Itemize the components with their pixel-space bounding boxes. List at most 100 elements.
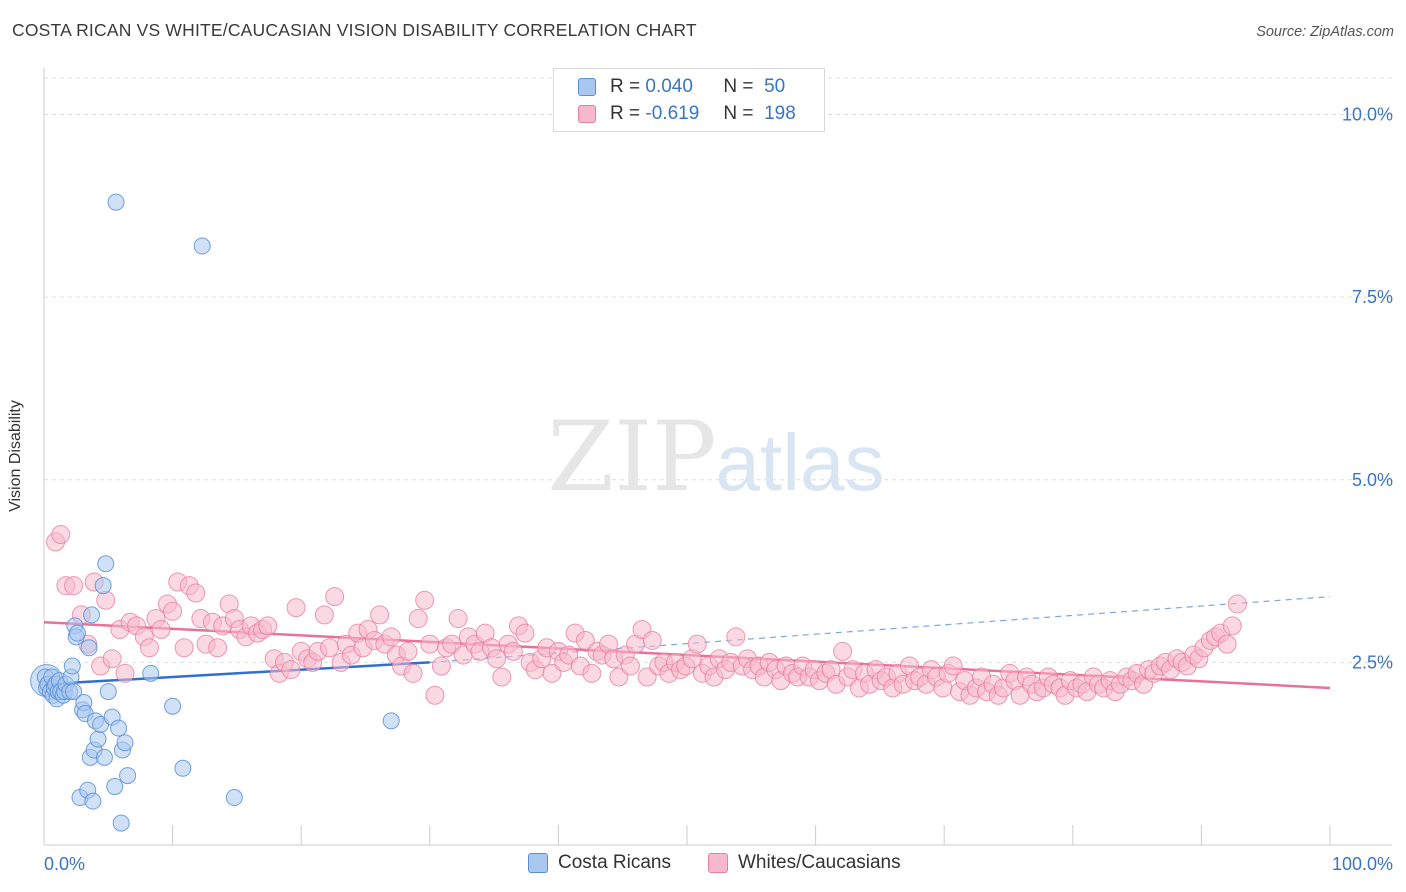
data-point-whites — [370, 605, 390, 625]
data-point-whites — [398, 641, 418, 661]
data-point-costa-ricans — [94, 577, 112, 595]
data-point-whites — [96, 590, 116, 610]
tick-labels: 2.5% 5.0% 7.5% 10.0% 0.0% 100.0% — [44, 105, 1393, 874]
data-point-whites — [575, 630, 595, 650]
data-point-whites — [425, 685, 445, 705]
data-point-whites — [620, 656, 640, 676]
data-point-costa-ricans — [164, 697, 182, 715]
data-point-costa-ricans — [97, 555, 115, 573]
legend-n-label: N = — [723, 76, 754, 97]
data-point-whites — [1217, 634, 1237, 654]
data-point-whites — [559, 645, 579, 665]
axes — [43, 68, 1392, 846]
watermark-atlas: atlas — [716, 418, 885, 507]
data-point-whites — [1222, 616, 1242, 636]
data-point-costa-ricans — [65, 683, 83, 701]
data-point-whites — [637, 667, 657, 687]
data-point-whites — [415, 590, 435, 610]
legend-swatch-pink — [708, 853, 728, 873]
series-costa-ricans — [30, 193, 400, 832]
data-point-whites — [102, 649, 122, 669]
data-point-whites — [51, 525, 71, 545]
y-tick-label: 7.5% — [1352, 287, 1393, 307]
data-point-costa-ricans — [174, 759, 192, 777]
data-point-whites — [381, 627, 401, 647]
legend-item-costa-ricans: Costa Ricans — [528, 852, 671, 874]
legend-r-label: R = — [610, 76, 641, 97]
data-point-costa-ricans — [106, 778, 124, 796]
data-point-whites — [319, 638, 339, 658]
data-point-whites — [503, 641, 523, 661]
data-point-whites — [492, 667, 512, 687]
legend-row-whites: R = -0.619 N = 198 — [578, 102, 796, 126]
data-point-costa-ricans — [89, 730, 107, 748]
data-point-costa-ricans — [193, 237, 211, 255]
stats-legend: R = 0.040 N = 50 R = -0.619 N = 198 — [553, 68, 825, 132]
series-legend: Costa Ricans Whites/Caucasians — [0, 852, 1406, 878]
data-point-whites — [281, 660, 301, 680]
x-tick-label: 0.0% — [44, 854, 85, 874]
legend-swatch-blue — [528, 853, 548, 873]
y-tick-label: 10.0% — [1342, 105, 1393, 125]
watermark-zip: ZIP — [547, 401, 716, 513]
data-point-whites — [487, 649, 507, 669]
data-point-costa-ricans — [80, 639, 98, 657]
data-point-whites — [325, 587, 345, 607]
data-point-costa-ricans — [382, 712, 400, 730]
chart-title: COSTA RICAN VS WHITE/CAUCASIAN VISION DI… — [12, 20, 697, 40]
data-point-whites — [642, 630, 662, 650]
legend-swatch-blue — [578, 78, 596, 96]
data-point-costa-ricans — [119, 767, 137, 785]
data-point-whites — [542, 663, 562, 683]
legend-n-label: N = — [723, 103, 754, 124]
y-tick-label: 2.5% — [1352, 652, 1393, 672]
data-point-costa-ricans — [95, 748, 113, 766]
data-point-whites — [115, 663, 135, 683]
data-point-whites — [64, 576, 84, 596]
data-point-whites — [943, 656, 963, 676]
x-tick-label: 100.0% — [1332, 854, 1393, 874]
legend-r-value: 0.040 — [645, 76, 693, 97]
data-point-whites — [431, 656, 451, 676]
data-point-whites — [1227, 594, 1247, 614]
chart-source: Source: ZipAtlas.com — [1256, 24, 1394, 40]
data-point-costa-ricans — [225, 789, 243, 807]
series-whites-caucasians — [46, 525, 1247, 705]
grid-lines — [44, 77, 1392, 663]
data-point-whites — [420, 634, 440, 654]
data-point-whites — [442, 634, 462, 654]
legend-n-value: 198 — [764, 103, 796, 124]
data-point-whites — [163, 601, 183, 621]
data-point-whites — [448, 609, 468, 629]
data-point-whites — [208, 638, 228, 658]
data-point-whites — [174, 638, 194, 658]
trend-line-costa-ricans — [43, 661, 430, 686]
data-point-whites — [186, 583, 206, 603]
data-point-costa-ricans — [68, 624, 86, 642]
data-point-whites — [515, 623, 535, 643]
y-tick-label: 5.0% — [1352, 470, 1393, 490]
data-point-whites — [687, 634, 707, 654]
data-point-whites — [403, 663, 423, 683]
y-axis-label: Vision Disability — [7, 400, 24, 512]
data-point-whites — [582, 663, 602, 683]
data-point-costa-ricans — [112, 814, 130, 832]
trend-line-costa-ricans-extension — [429, 596, 1331, 663]
data-point-costa-ricans — [107, 193, 125, 211]
data-point-costa-ricans — [142, 664, 160, 682]
legend-label-costa-ricans: Costa Ricans — [558, 852, 671, 873]
data-point-costa-ricans — [110, 719, 128, 737]
data-point-whites — [258, 616, 278, 636]
data-point-costa-ricans — [63, 657, 81, 675]
data-point-costa-ricans — [84, 792, 102, 810]
data-point-whites — [408, 609, 428, 629]
legend-item-whites: Whites/Caucasians — [708, 852, 901, 874]
legend-r-value: -0.619 — [645, 103, 700, 124]
data-point-whites — [286, 598, 306, 618]
legend-r-label: R = — [610, 103, 641, 124]
data-point-whites — [151, 620, 171, 640]
data-point-costa-ricans — [99, 683, 117, 701]
data-point-whites — [139, 638, 159, 658]
legend-label-whites: Whites/Caucasians — [738, 852, 901, 873]
